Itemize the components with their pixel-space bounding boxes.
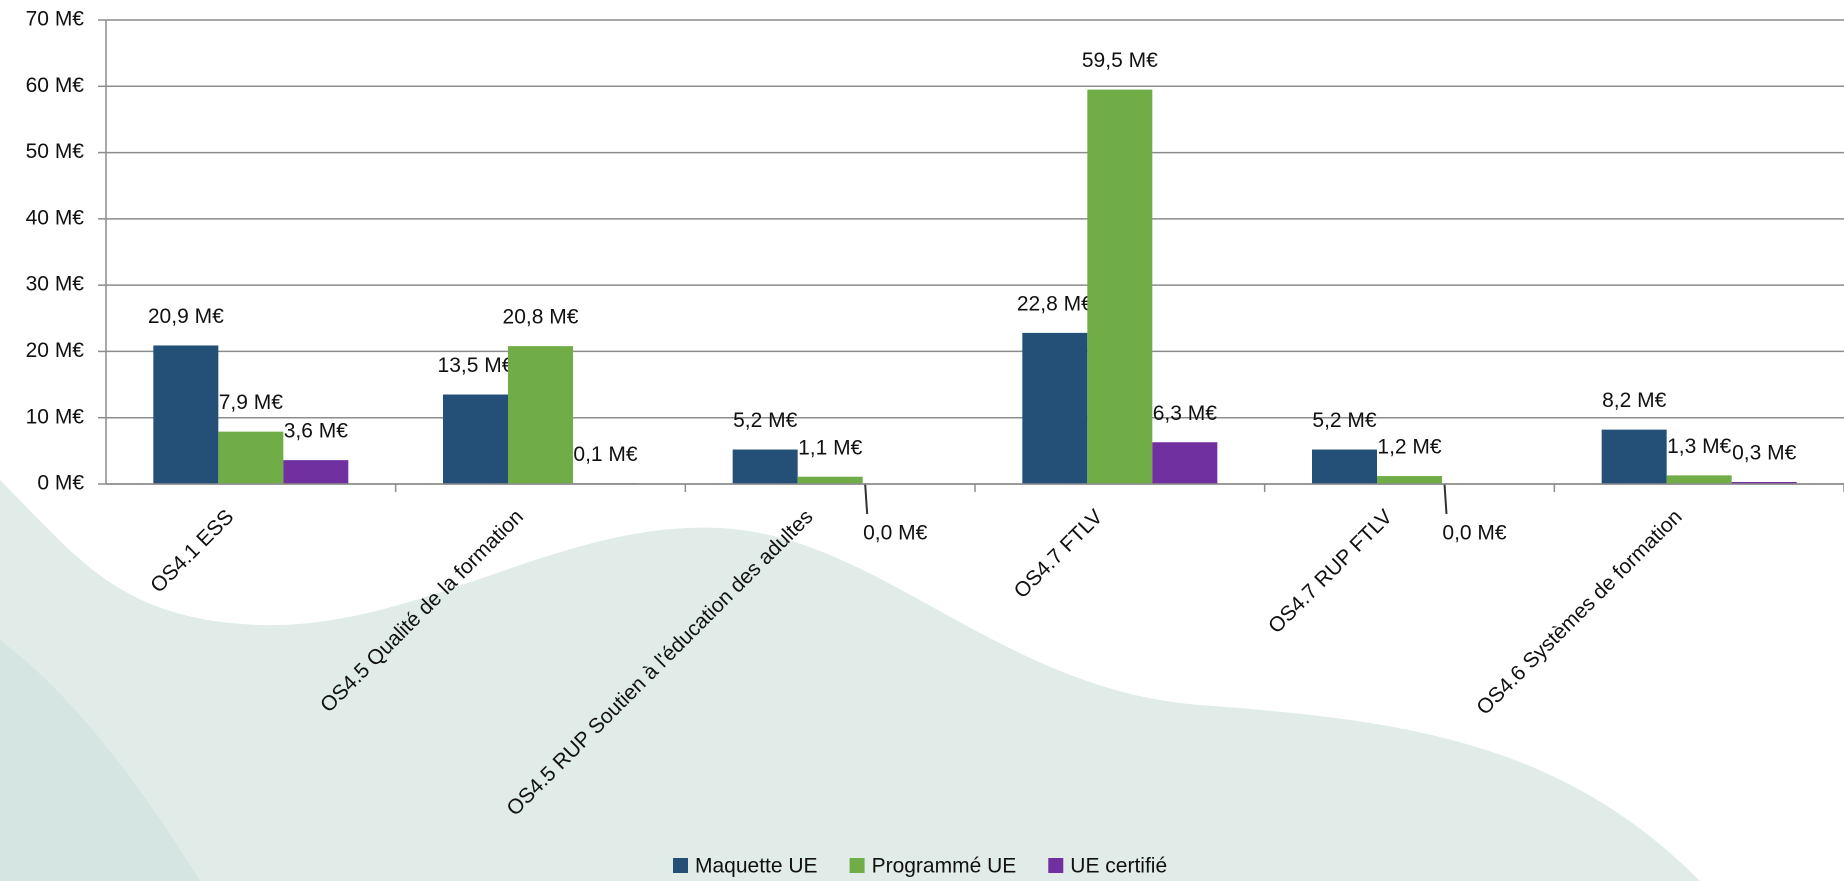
data-label: 3,6 M€	[284, 420, 349, 443]
bar	[732, 449, 798, 484]
x-tick-label: OS4.7 FTLV	[1010, 505, 1108, 603]
y-tick-label: 40 M€	[26, 206, 85, 229]
legend-label: Programmé UE	[872, 855, 1017, 878]
data-label: 1,2 M€	[1377, 436, 1442, 459]
bar	[283, 460, 349, 484]
data-label: 13,5 M€	[438, 354, 514, 377]
bar	[443, 394, 508, 484]
bar	[1312, 449, 1377, 484]
data-label: 6,3 M€	[1153, 402, 1218, 425]
legend-swatch	[849, 858, 865, 873]
data-label: 0,1 M€	[573, 443, 638, 466]
legend-label: UE certifié	[1070, 855, 1167, 878]
legend-swatch	[1048, 858, 1064, 873]
data-label: 22,8 M€	[1017, 292, 1093, 315]
y-tick-label: 10 M€	[26, 405, 85, 428]
leader-line	[1443, 483, 1448, 515]
y-tick-label: 50 M€	[26, 140, 85, 163]
data-label: 7,9 M€	[219, 391, 284, 414]
y-tick-label: 70 M€	[26, 8, 85, 31]
data-label: 1,3 M€	[1667, 435, 1732, 458]
x-tick-label: OS4.7 RUP FTLV	[1264, 505, 1397, 638]
y-tick-label: 60 M€	[26, 74, 85, 97]
x-tick-label: OS4.1 ESS	[146, 505, 238, 597]
bar	[1601, 429, 1667, 484]
bar	[1666, 475, 1732, 484]
legend-swatch	[673, 858, 688, 873]
y-tick-label: 30 M€	[26, 273, 85, 296]
bar	[508, 346, 573, 484]
leader-line	[864, 483, 869, 515]
data-label: 59,5 M€	[1082, 49, 1158, 72]
bar	[218, 431, 284, 484]
background-shape	[0, 480, 1700, 881]
data-label: 5,2 M€	[733, 409, 798, 432]
data-label: 0,0 M€	[863, 522, 928, 545]
data-label: 8,2 M€	[1602, 389, 1667, 412]
data-label: 20,9 M€	[148, 305, 224, 328]
data-label: 20,8 M€	[503, 306, 579, 329]
data-label: 0,3 M€	[1732, 442, 1797, 465]
bar	[1377, 476, 1442, 484]
background-shape	[0, 640, 200, 881]
data-label: 1,1 M€	[798, 436, 863, 459]
y-tick-label: 0 M€	[37, 472, 84, 495]
data-label: 5,2 M€	[1312, 409, 1377, 432]
bar	[1022, 332, 1088, 484]
data-label: 0,0 M€	[1442, 522, 1507, 545]
bar	[1731, 482, 1797, 484]
bar	[153, 345, 219, 484]
y-tick-label: 20 M€	[26, 339, 85, 362]
bar	[1087, 89, 1153, 484]
bar	[797, 476, 863, 484]
legend-label: Maquette UE	[695, 855, 818, 878]
bar	[1152, 442, 1218, 484]
